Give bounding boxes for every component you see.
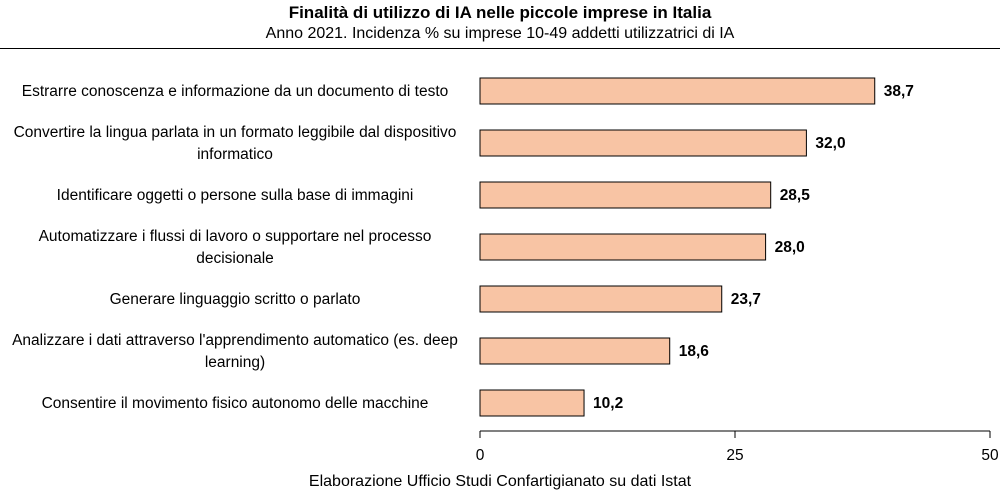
bar xyxy=(479,129,807,157)
source-note: Elaborazione Ufficio Studi Confartigiana… xyxy=(308,473,692,490)
bars xyxy=(479,77,876,417)
value-label: 38,7 xyxy=(884,83,914,100)
chart-subtitle: Anno 2021. Incidenza % su imprese 10-49 … xyxy=(265,25,735,42)
category-label-line: learning) xyxy=(205,354,265,371)
value-label: 18,6 xyxy=(679,343,710,360)
value-labels: 38,7 32,0 28,5 28,0 23,7 18,6 10,2 xyxy=(593,83,914,412)
bar xyxy=(479,285,723,313)
value-label: 28,0 xyxy=(775,239,805,256)
value-label: 23,7 xyxy=(731,291,761,308)
x-tick-label: 50 xyxy=(981,447,999,464)
top-divider xyxy=(0,48,1000,49)
category-label-line: Estrarre conoscenza e informazione da un… xyxy=(22,83,449,100)
bar xyxy=(479,181,772,209)
category-label-line: Analizzare i dati attraverso l'apprendim… xyxy=(12,332,458,349)
x-tick-label: 0 xyxy=(476,447,485,464)
category-label-line: decisionale xyxy=(196,250,274,267)
value-label: 10,2 xyxy=(593,395,623,412)
category-label: Estrarre conoscenza e informazione da un… xyxy=(22,83,449,100)
category-labels: Estrarre conoscenza e informazione da un… xyxy=(12,83,458,412)
chart-title: Finalità di utilizzo di IA nelle piccole… xyxy=(288,3,712,22)
x-axis: 0 25 50 xyxy=(476,430,999,464)
category-label-line: Generare linguaggio scritto o parlato xyxy=(110,291,361,308)
category-label-line: Convertire la lingua parlata in un forma… xyxy=(14,124,457,141)
bar xyxy=(479,77,876,105)
category-label-line: informatico xyxy=(197,146,273,163)
category-label: Generare linguaggio scritto o parlato xyxy=(110,291,361,308)
category-label: Analizzare i dati attraverso l'apprendim… xyxy=(12,332,458,371)
bar xyxy=(479,233,767,261)
bar xyxy=(479,389,585,417)
value-label: 28,5 xyxy=(780,187,811,204)
bar-chart: Estrarre conoscenza e informazione da un… xyxy=(12,77,999,464)
bar xyxy=(479,337,671,365)
category-label-line: Automatizzare i flussi di lavoro o suppo… xyxy=(39,228,432,245)
x-tick-label: 25 xyxy=(726,447,743,464)
category-label: Convertire la lingua parlata in un forma… xyxy=(14,124,457,163)
category-label-line: Consentire il movimento fisico autonomo … xyxy=(42,395,429,412)
category-label: Identificare oggetti o persone sulla bas… xyxy=(57,187,414,204)
value-label: 32,0 xyxy=(815,135,845,152)
category-label-line: Identificare oggetti o persone sulla bas… xyxy=(57,187,414,204)
category-label: Consentire il movimento fisico autonomo … xyxy=(42,395,429,412)
category-label: Automatizzare i flussi di lavoro o suppo… xyxy=(39,228,432,267)
